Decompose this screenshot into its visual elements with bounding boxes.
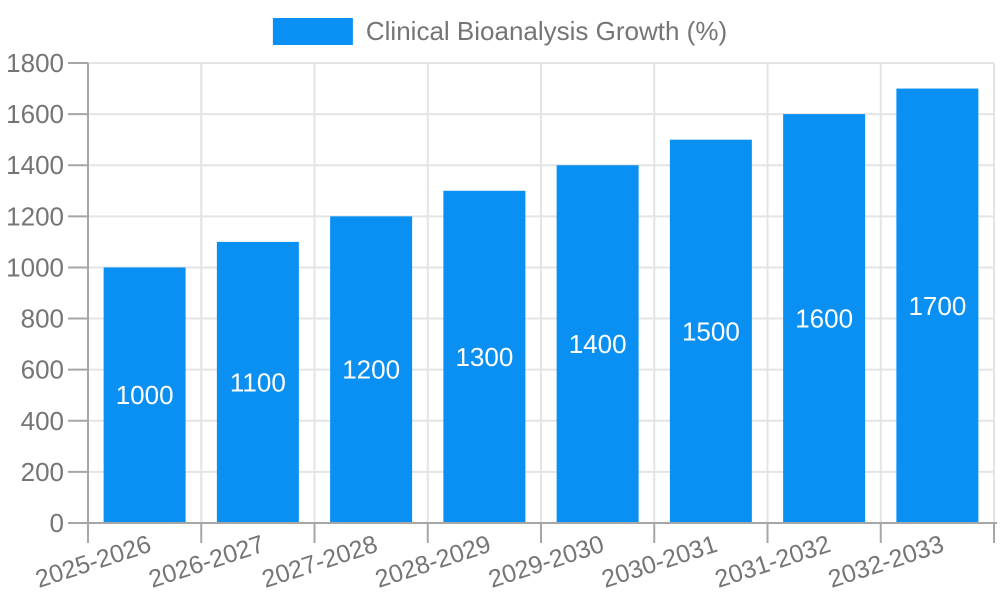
x-tick-label: 2025-2026	[32, 530, 154, 594]
x-tick-label: 2031-2032	[712, 530, 834, 594]
bar-value-label: 1400	[569, 329, 627, 359]
y-tick-label: 800	[21, 304, 64, 334]
x-tick-label: 2029-2030	[485, 530, 607, 594]
bar-value-label: 1300	[455, 342, 513, 372]
bar[interactable]	[216, 241, 299, 523]
y-tick-label: 1000	[6, 252, 64, 282]
bar[interactable]	[556, 165, 639, 523]
x-tick-label: 2026-2027	[145, 530, 267, 594]
y-tick-label: 600	[21, 355, 64, 385]
x-tick-label: 2032-2033	[825, 530, 947, 594]
bar[interactable]	[443, 190, 526, 523]
y-tick-label: 1600	[6, 99, 64, 129]
bar-value-label: 1200	[342, 355, 400, 385]
y-tick-label: 1800	[6, 48, 64, 78]
bar[interactable]	[103, 267, 186, 523]
chart-legend[interactable]: Clinical Bioanalysis Growth (%)	[272, 16, 728, 46]
bar[interactable]	[669, 139, 752, 523]
y-tick-label: 200	[21, 457, 64, 487]
bar-value-label: 1700	[908, 291, 966, 321]
legend-swatch	[272, 18, 353, 45]
bar-value-label: 1100	[230, 367, 286, 397]
bar[interactable]	[330, 216, 413, 524]
y-tick-label: 0	[50, 508, 64, 538]
y-tick-label: 1400	[6, 150, 64, 180]
bar-value-label: 1600	[795, 304, 853, 334]
y-tick-label: 1200	[6, 201, 64, 231]
bar-value-label: 1000	[116, 380, 174, 410]
y-tick-label: 400	[21, 406, 64, 436]
x-tick-label: 2028-2029	[372, 530, 494, 594]
bar[interactable]	[783, 114, 866, 523]
legend-label: Clinical Bioanalysis Growth (%)	[365, 16, 728, 46]
bar[interactable]	[896, 88, 979, 524]
bar-value-label: 1500	[682, 316, 740, 346]
x-tick-label: 2027-2028	[259, 530, 381, 594]
x-tick-label: 2030-2031	[598, 530, 720, 594]
